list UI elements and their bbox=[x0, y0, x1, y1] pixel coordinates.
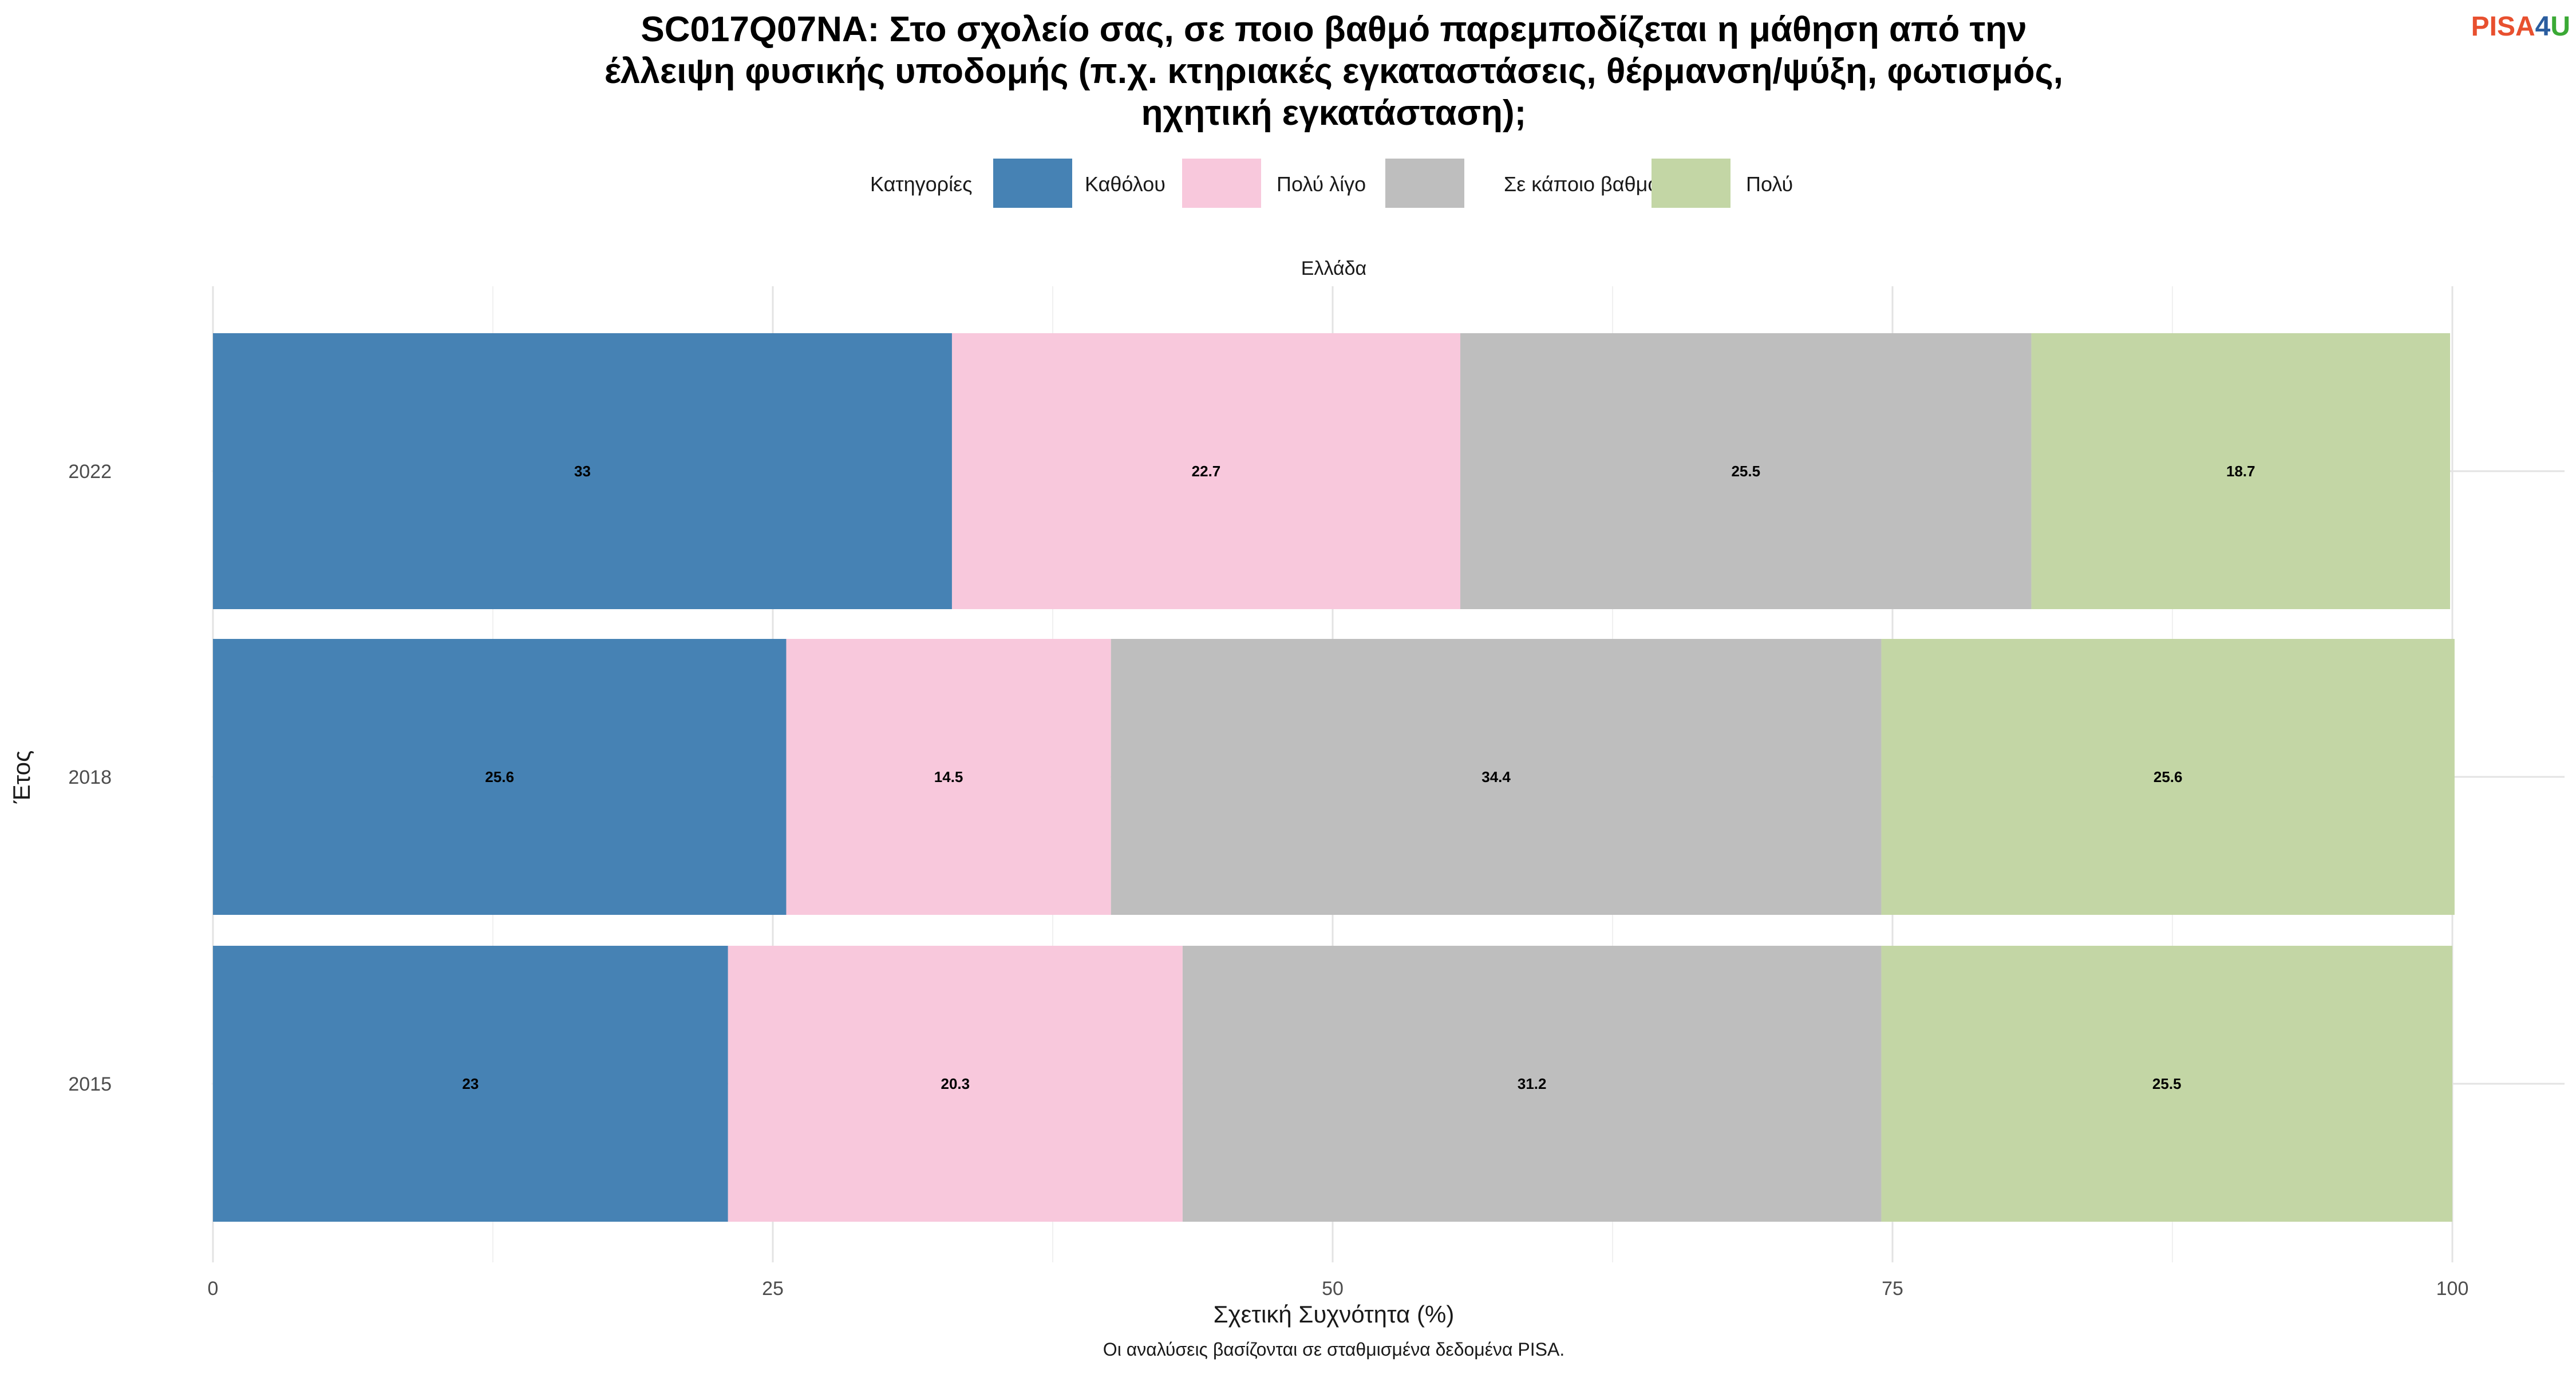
legend-swatch bbox=[1385, 159, 1464, 208]
data-label: 25.6 bbox=[485, 768, 514, 785]
y-tick-label: 2015 bbox=[68, 1073, 112, 1095]
data-label: 20.3 bbox=[941, 1075, 970, 1092]
logo-text-mid: 4 bbox=[2535, 11, 2551, 42]
bar-segment bbox=[786, 639, 1111, 915]
legend-title: Κατηγορίες bbox=[870, 172, 973, 196]
bar-segment bbox=[213, 946, 728, 1222]
data-label: 18.7 bbox=[2226, 463, 2255, 480]
data-label: 23 bbox=[462, 1075, 479, 1092]
caption: Οι αναλύσεις βασίζονται σε σταθμισμένα δ… bbox=[1103, 1339, 1564, 1360]
bar-segment bbox=[213, 639, 787, 915]
logo-text-left: PISA bbox=[2471, 11, 2535, 42]
bar-segment bbox=[1182, 946, 1882, 1222]
bar-segment bbox=[951, 333, 1460, 609]
chart-title-line-2: έλλειψη φυσικής υποδομής (π.χ. κτηριακές… bbox=[605, 52, 2063, 91]
x-tick-label: 75 bbox=[1882, 1278, 1903, 1300]
x-tick-label: 0 bbox=[208, 1278, 219, 1300]
legend: Κατηγορίες Καθόλου Πολύ λίγο Σε κάποιο βαθ… bbox=[870, 159, 1793, 208]
legend-label: Πολύ bbox=[1746, 172, 1793, 196]
x-tick-label: 100 bbox=[2436, 1278, 2469, 1300]
legend-label: Καθόλου bbox=[1085, 172, 1165, 196]
x-tick-label: 50 bbox=[1322, 1278, 1344, 1300]
y-tick-label: 2018 bbox=[68, 767, 112, 788]
data-label: 34.4 bbox=[1481, 768, 1511, 785]
legend-swatch bbox=[1182, 159, 1261, 208]
y-tick-label: 2022 bbox=[68, 461, 112, 483]
bar-segment bbox=[1881, 639, 2455, 915]
data-label: 25.6 bbox=[2154, 768, 2183, 785]
bar-segment bbox=[2031, 333, 2451, 609]
y-axis-title: Έτος bbox=[8, 751, 35, 804]
legend-swatch bbox=[993, 159, 1072, 208]
data-label: 25.5 bbox=[1731, 463, 1760, 480]
legend-label: Πολύ λίγο bbox=[1277, 172, 1366, 196]
bar-segment bbox=[728, 946, 1183, 1222]
bar-segment bbox=[213, 333, 952, 609]
x-axis-title: Σχετική Συχνότητα (%) bbox=[1214, 1301, 1455, 1328]
bars: 33 22.7 25.5 18.7 25.6 14.5 34.4 25.6 23 20.3 31.2… bbox=[213, 333, 2455, 1222]
legend-swatch bbox=[1652, 159, 1730, 208]
pisa4u-logo: PISA4U bbox=[2471, 11, 2570, 42]
chart-title-line-3: ηχητική εγκατάσταση); bbox=[1141, 93, 1527, 133]
chart-title-line-1: SC017Q07NA: Στο σχολείο σας, σε ποιο βαθ… bbox=[641, 10, 2026, 49]
bar-segment bbox=[1881, 946, 2452, 1222]
data-label: 33 bbox=[574, 463, 591, 480]
bar-segment bbox=[1111, 639, 1882, 915]
legend-label: Σε κάποιο βαθμό bbox=[1504, 172, 1659, 196]
x-tick-labels: 0 25 50 75 100 bbox=[208, 1278, 2469, 1300]
bar-segment bbox=[1460, 333, 2032, 609]
data-label: 14.5 bbox=[934, 768, 963, 785]
y-tick-labels: 2022 2018 2015 bbox=[68, 461, 112, 1095]
data-label: 25.5 bbox=[2152, 1075, 2182, 1092]
data-label: 31.2 bbox=[1518, 1075, 1547, 1092]
x-tick-label: 25 bbox=[762, 1278, 784, 1300]
chart-title: SC017Q07NA: Στο σχολείο σας, σε ποιο βαθ… bbox=[605, 10, 2063, 133]
data-label: 22.7 bbox=[1192, 463, 1221, 480]
logo-text-right: U bbox=[2550, 11, 2570, 42]
facet-label: Ελλάδα bbox=[1301, 258, 1366, 279]
